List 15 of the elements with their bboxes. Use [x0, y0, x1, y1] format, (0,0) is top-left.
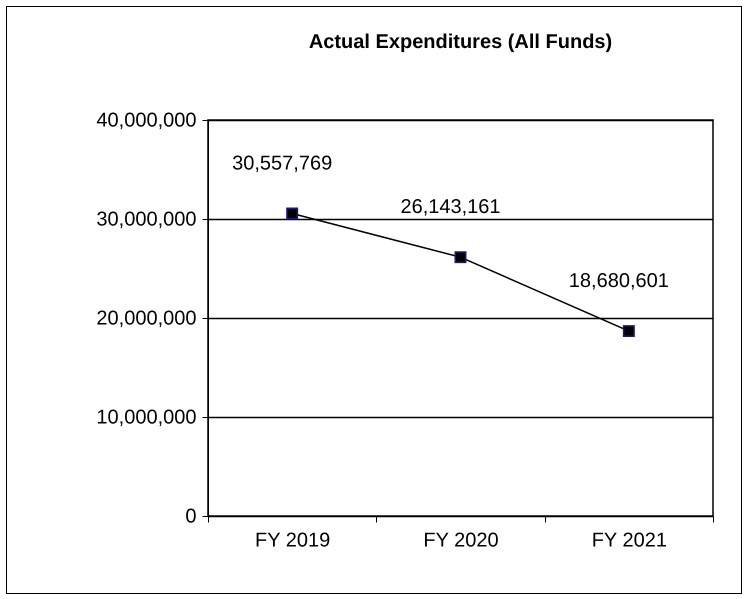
point [622, 325, 635, 338]
y-tick-label: 10,000,000 [96, 406, 196, 428]
data-label: 18,680,601 [568, 270, 669, 292]
data-label: 26,143,161 [400, 196, 501, 218]
x-tick-label: FY 2019 [255, 530, 330, 552]
x-tick-label: FY 2020 [423, 530, 499, 552]
y-tick-label: 30,000,000 [96, 208, 196, 230]
chart-title: Actual Expenditures (All Funds) [308, 31, 612, 53]
y-tick-label: 20,000,000 [96, 308, 196, 330]
data-label: 30,557,769 [232, 152, 332, 174]
x-tick-label: FY 2021 [592, 530, 667, 552]
point [454, 251, 466, 264]
point [286, 207, 298, 220]
y-tick-label: 0 [185, 506, 196, 528]
y-tick-label: 40,000,000 [96, 110, 196, 132]
